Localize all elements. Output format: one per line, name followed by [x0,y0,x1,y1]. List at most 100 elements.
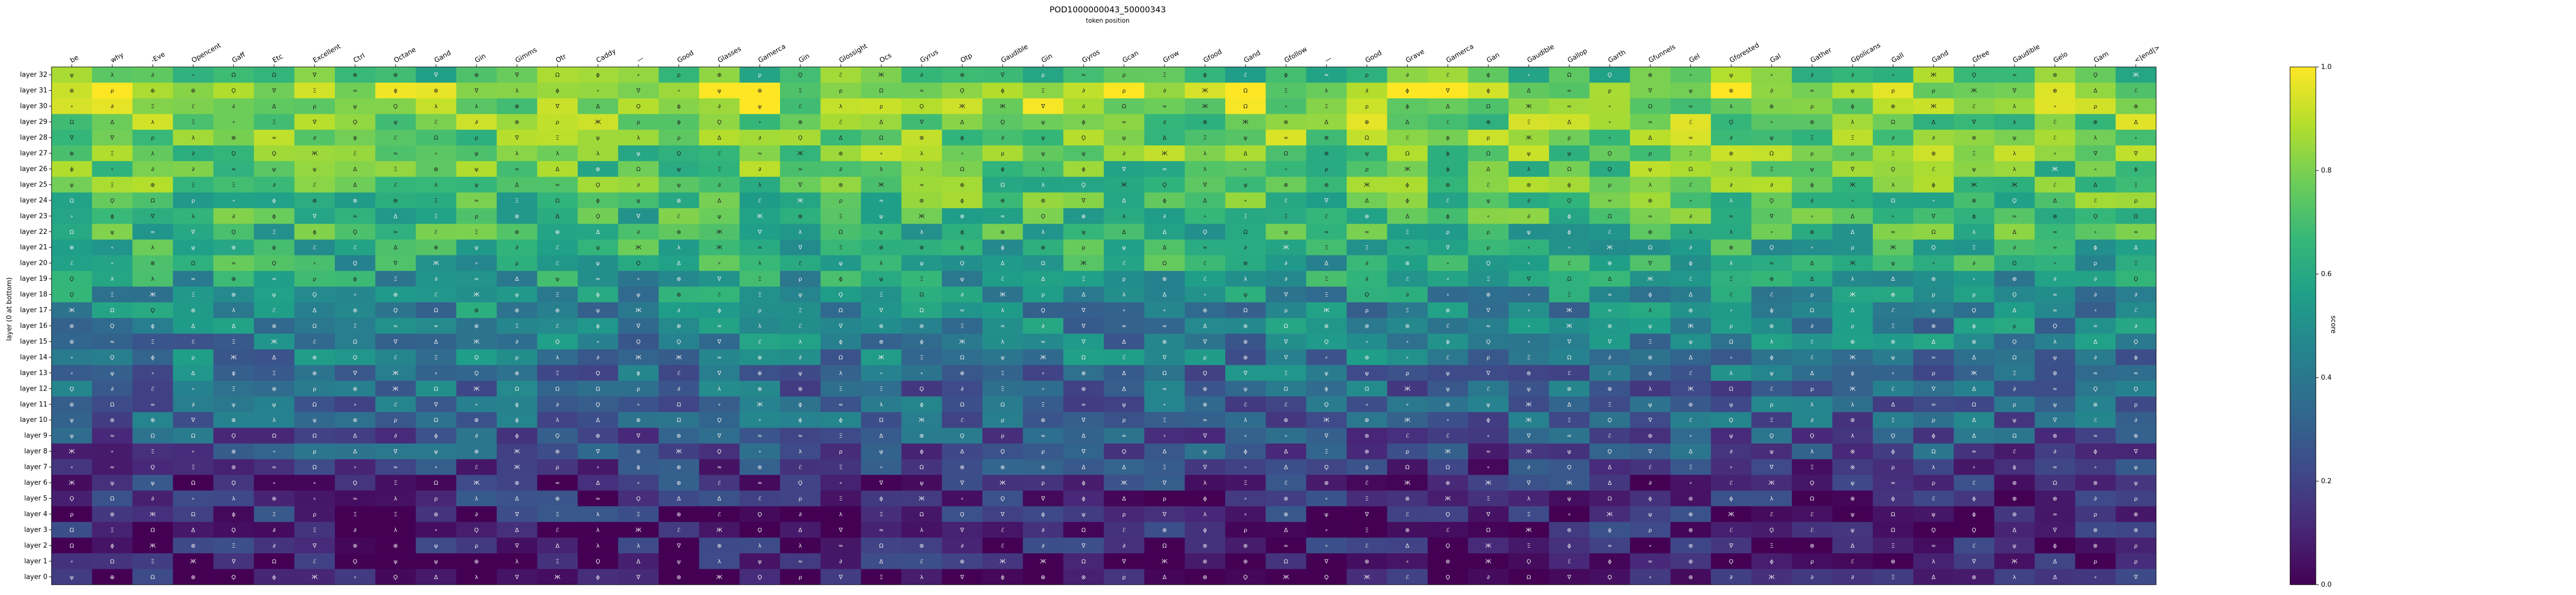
heatmap-cell [132,506,174,522]
heatmap-cell [456,240,497,256]
heatmap-cell-glyph: ∘ [718,401,721,408]
heatmap-cell [1387,490,1428,507]
heatmap-cell [92,208,133,225]
heatmap-cell-glyph: ⊕ [1081,213,1086,219]
heatmap-cell [2115,255,2157,271]
heatmap-cell [2035,302,2076,318]
heatmap-cell [1670,537,1711,554]
heatmap-cell-glyph: Ϙ [676,338,681,345]
heatmap-cell [1630,318,1671,334]
heatmap-cell-glyph: Ω [1446,464,1450,471]
heatmap-cell [861,114,902,130]
heatmap-cell-glyph: Ξ [1325,448,1328,455]
heatmap-cell [578,270,619,287]
heatmap-cell [1265,381,1307,397]
heatmap-cell-glyph: ≈ [1202,244,1207,251]
heatmap-cell-glyph: Ω [1810,496,1814,502]
heatmap-cell-glyph: Ϙ [70,292,74,298]
heatmap-cell-glyph: ⊗ [312,354,317,361]
heatmap-cell-glyph: ℰ [434,119,438,126]
heatmap-cell-glyph: Ж [1121,181,1127,188]
heatmap-cell [173,208,214,225]
heatmap-cell-glyph: ψ [1365,370,1368,377]
heatmap-cell-glyph: ψ [960,276,964,282]
heatmap-cell-glyph: ⊗ [1972,338,1976,345]
heatmap-cell [1751,318,1792,334]
heatmap-cell [334,349,376,366]
heatmap-cell [1306,82,1347,99]
heatmap-cell [982,349,1023,366]
heatmap-cell-glyph: ∂ [1730,574,1733,581]
heatmap-cell-glyph: ∘ [70,464,74,471]
heatmap-cell [901,443,942,460]
heatmap-cell-glyph: ∂ [273,181,276,188]
heatmap-cell [1144,506,1185,522]
heatmap-cell [375,177,416,193]
heatmap-cell-glyph: Ξ [1891,323,1895,330]
heatmap-cell-glyph: Δ [1567,119,1571,126]
heatmap-cell-glyph: ϕ [718,307,721,314]
heatmap-cell [901,428,942,444]
heatmap-cell-glyph: λ [151,276,155,282]
heatmap-cell-glyph: Ж [676,448,682,455]
heatmap-cell [658,333,700,350]
heatmap-cell-glyph: λ [111,72,114,78]
heatmap-cell [982,506,1023,522]
heatmap-cell [334,428,376,444]
heatmap-cell-glyph: ℰ [2053,119,2057,126]
heatmap-cell-glyph: ℰ [1365,542,1369,549]
heatmap-cell [456,396,497,413]
heatmap-cell [1913,474,1954,491]
heatmap-cell-glyph: ⊗ [2053,370,2057,377]
heatmap-cell [699,286,740,303]
heatmap-cell [416,365,457,381]
heatmap-cell [1265,349,1307,366]
heatmap-cell [1468,67,1509,83]
heatmap-cell [942,522,983,538]
heatmap-cell [52,224,93,240]
heatmap-cell-glyph: Ω [272,72,276,78]
heatmap-cell-glyph: ∘ [1244,496,1247,502]
heatmap-cell-glyph: Ξ [434,354,438,361]
heatmap-cell-glyph: Ж [919,417,925,423]
heatmap-cell-glyph: λ [1730,370,1733,377]
heatmap-cell [416,333,457,350]
heatmap-cell [1710,302,1752,318]
heatmap-cell-glyph: λ [758,181,762,188]
heatmap-cell-glyph: Ϙ [1001,119,1005,126]
heatmap-cell [294,428,335,444]
heatmap-cell [92,333,133,350]
heatmap-cell-glyph: ρ [1608,88,1612,94]
heatmap-cell [1184,82,1226,99]
heatmap-cell-glyph: ϕ [1567,542,1571,549]
heatmap-cell [1589,412,1631,428]
y-tick-label: layer 30 [20,103,47,110]
x-tick-label: Octane [393,46,417,64]
heatmap-cell-glyph: Ξ [1851,134,1854,141]
heatmap-cell-glyph: ⊕ [1000,229,1005,235]
heatmap-cell-glyph: Ϙ [353,119,358,126]
heatmap-cell-glyph: Ϙ [70,276,74,282]
heatmap-cell-glyph: ⊕ [555,496,560,502]
heatmap-cell-glyph: ≈ [474,197,479,204]
heatmap-cell [1791,82,1833,99]
heatmap-cell [1184,381,1226,397]
heatmap-cell-glyph: Ξ [879,292,883,298]
heatmap-cell [92,114,133,130]
x-tick-label: Opencent [190,42,222,65]
heatmap-cell-glyph: Δ [1446,103,1450,110]
heatmap-cell-glyph: Ω [1001,181,1005,188]
heatmap-cell-glyph: ψ [1244,292,1247,298]
heatmap-cell-glyph: ∘ [2094,307,2097,314]
heatmap-cell [1994,459,2035,475]
heatmap-cell [578,381,619,397]
y-tick-label: layer 3 [24,526,47,534]
heatmap-cell-glyph: ⊗ [1688,401,1693,408]
heatmap-cell [2075,459,2116,475]
heatmap-cell [1265,490,1307,507]
heatmap-cell [375,145,416,162]
heatmap-cell-glyph: ⊗ [150,260,155,267]
heatmap-cell [1104,114,1145,130]
heatmap-cell [1751,537,1792,554]
heatmap-cell [861,98,902,114]
